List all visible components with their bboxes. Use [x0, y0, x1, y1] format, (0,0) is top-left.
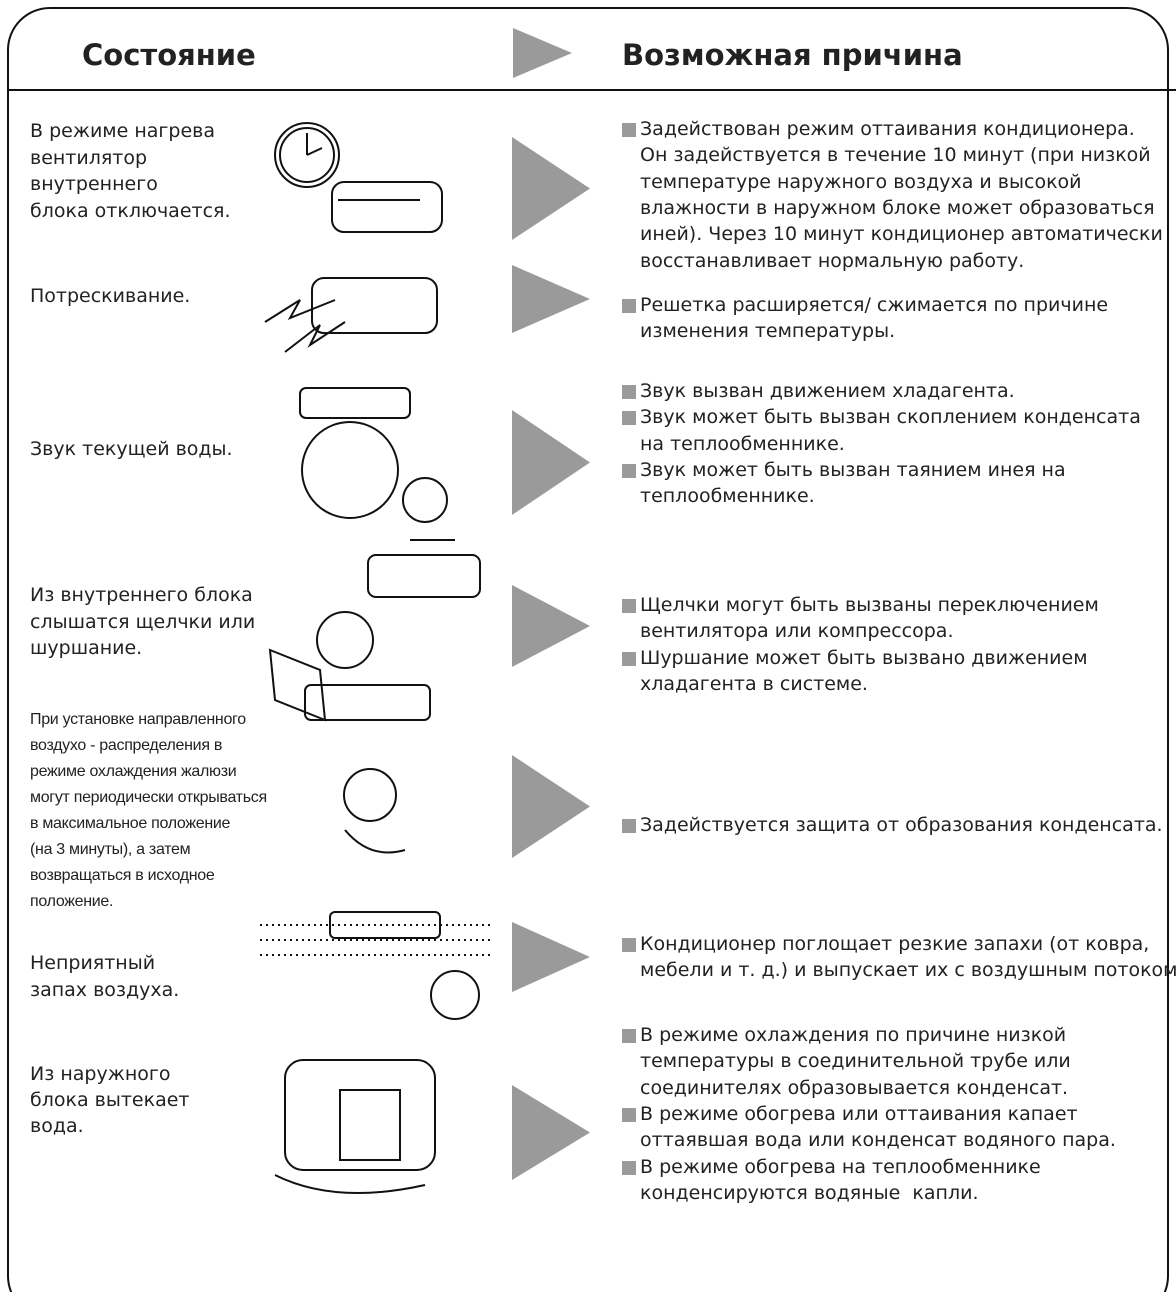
illustrations [260, 122, 490, 1194]
condition-line: шуршание. [30, 637, 143, 659]
condition-line: (на 3 минуты), а затем [30, 841, 191, 858]
condition-line: возвращаться в исходное [30, 867, 215, 884]
bullet [622, 123, 636, 137]
bullet [622, 385, 636, 399]
cause-line: температуре наружного воздуха и высокой [640, 170, 1082, 193]
condition-line: вентилятор [30, 146, 148, 169]
arrow [512, 755, 590, 858]
cause-line: Звук может быть вызван скоплением конден… [640, 406, 1141, 429]
bullet [622, 1107, 636, 1122]
arrow [512, 410, 590, 515]
arrow [512, 585, 590, 667]
cause-line: Звук может быть вызван таянием инея на [640, 458, 1066, 481]
condition-line: Неприятный [30, 952, 156, 974]
cause-line: влажности в наружном блоке может образов… [640, 196, 1155, 219]
cause-line: изменения температуры. [640, 320, 896, 343]
cause-line: конденсируются водяные капли. [640, 1181, 979, 1204]
cause-line: теплообменнике. [640, 485, 815, 508]
bullet [622, 299, 636, 313]
bullet [622, 463, 636, 478]
cause-line: хладагента в системе. [640, 672, 868, 695]
condition-line: блока отключается. [30, 199, 231, 222]
frame [7, 7, 1169, 1292]
arrow [512, 265, 590, 333]
cause-heading: Возможная причина [622, 38, 963, 72]
cause-line: В режиме обогрева на теплообменнике [640, 1155, 1041, 1178]
condition-line: запах воздуха. [30, 979, 180, 1001]
cause-line: Кондиционер поглощает резкие запахи (от … [640, 933, 1150, 955]
bullet [622, 819, 636, 833]
condition-line: Звук текущей воды. [30, 438, 233, 460]
condition-line: В режиме нагрева [30, 120, 215, 142]
condition-line: блока вытекает [30, 1089, 190, 1111]
cause-line: восстанавливает нормальную работу. [640, 249, 1025, 272]
state-heading: Состояние [82, 38, 256, 72]
cause-line: Звук вызван движением хладагента. [640, 380, 1015, 402]
arrow [512, 1085, 590, 1180]
cause-line: Он задействуется в течение 10 минут (при… [640, 144, 1151, 167]
condition-line: Потрескивание. [30, 285, 191, 307]
arrow [512, 922, 590, 992]
condition-line: слышатся щелчки или [30, 610, 256, 633]
cause-line: В режиме охлаждения по причине низкой [640, 1024, 1067, 1046]
bullet [622, 1029, 636, 1043]
bullet [622, 651, 636, 666]
cause-line: температуры в соединительной трубе или [640, 1050, 1071, 1073]
cause-line: мебели и т. д.) и выпускает их с воздушн… [640, 959, 1176, 982]
cause-line: соединителях образовывается конденсат. [640, 1076, 1069, 1099]
header-arrow [513, 28, 572, 78]
arrow [512, 137, 590, 240]
condition-line: могут периодически открываться [30, 789, 267, 806]
bullet [622, 1160, 636, 1175]
condition-line: воздухо - распределения в [30, 737, 223, 754]
bullet [622, 599, 636, 613]
cause-line: Задействован режим оттаивания кондиционе… [640, 118, 1135, 140]
condition-line: положение. [30, 893, 114, 910]
condition-line: внутреннего [30, 173, 158, 195]
condition-line: Из наружного [30, 1063, 171, 1085]
condition-line: в максимальное положение [30, 815, 231, 832]
condition-line: вода. [30, 1115, 84, 1137]
cause-line: Задействуется защита от образования конд… [640, 814, 1163, 836]
condition-line: Из внутреннего блока [30, 584, 253, 606]
cause-line: Щелчки могут быть вызваны переключением [640, 594, 1099, 616]
cause-line: вентилятора или компрессора. [640, 620, 954, 643]
bullet [622, 411, 636, 426]
cause-line: Решетка расширяется/ сжимается по причин… [640, 294, 1109, 316]
cause-line: на теплообменнике. [640, 432, 845, 455]
condition-line: При установке направленного [30, 711, 246, 728]
bullet [622, 938, 636, 952]
cause-line: оттаявшая вода или конденсат водяного па… [640, 1129, 1116, 1152]
cause-line: иней). Через 10 минут кондиционер автома… [640, 223, 1163, 246]
cause-line: Шуршание может быть вызвано движением [640, 646, 1088, 669]
cause-line: В режиме обогрева или оттаивания капает [640, 1102, 1078, 1125]
condition-line: режиме охлаждения жалюзи [30, 763, 237, 780]
